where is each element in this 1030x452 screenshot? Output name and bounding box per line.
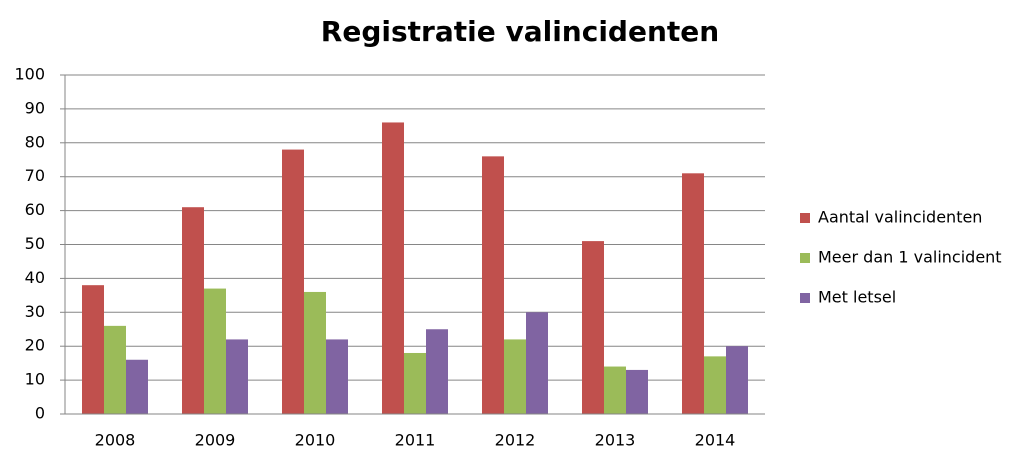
y-tick-label: 40: [25, 268, 45, 287]
bar: [704, 356, 726, 414]
legend-swatch: [800, 213, 810, 223]
bar: [304, 291, 326, 414]
bar: [204, 288, 226, 414]
y-tick-label: 70: [25, 166, 45, 185]
y-tick-label: 90: [25, 98, 45, 117]
x-tick-label: 2014: [695, 431, 736, 450]
bar: [526, 312, 548, 414]
y-tick-label: 30: [25, 302, 45, 321]
legend-label: Aantal valincidenten: [818, 208, 982, 227]
bar: [504, 339, 526, 414]
legend-label: Met letsel: [818, 288, 896, 307]
x-tick-label: 2012: [495, 431, 536, 450]
bar: [604, 366, 626, 414]
legend-swatch: [800, 253, 810, 263]
bar: [82, 285, 104, 414]
bar: [326, 339, 348, 414]
y-tick-label: 60: [25, 200, 45, 219]
bar: [726, 346, 748, 414]
chart-title: Registratie valincidenten: [321, 15, 719, 48]
legend-swatch: [800, 293, 810, 303]
x-tick-label: 2008: [95, 431, 136, 450]
x-tick-label: 2013: [595, 431, 636, 450]
bar: [382, 122, 404, 415]
bar: [626, 369, 648, 414]
y-tick-label: 10: [25, 370, 45, 389]
bar: [126, 359, 148, 414]
bar: [426, 329, 448, 414]
bar: [282, 149, 304, 414]
y-tick-label: 100: [14, 65, 45, 84]
bar: [104, 325, 126, 414]
bar: [226, 339, 248, 414]
bar: [482, 156, 504, 415]
bar: [182, 207, 204, 414]
y-tick-label: 0: [35, 404, 45, 423]
bar: [404, 352, 426, 414]
bar: [582, 241, 604, 414]
x-tick-label: 2010: [295, 431, 336, 450]
bar: [682, 173, 704, 414]
y-tick-label: 50: [25, 234, 45, 253]
x-tick-label: 2009: [195, 431, 236, 450]
legend-label: Meer dan 1 valincident: [818, 248, 1002, 267]
y-tick-label: 80: [25, 132, 45, 151]
x-tick-label: 2011: [395, 431, 436, 450]
y-tick-label: 20: [25, 336, 45, 355]
